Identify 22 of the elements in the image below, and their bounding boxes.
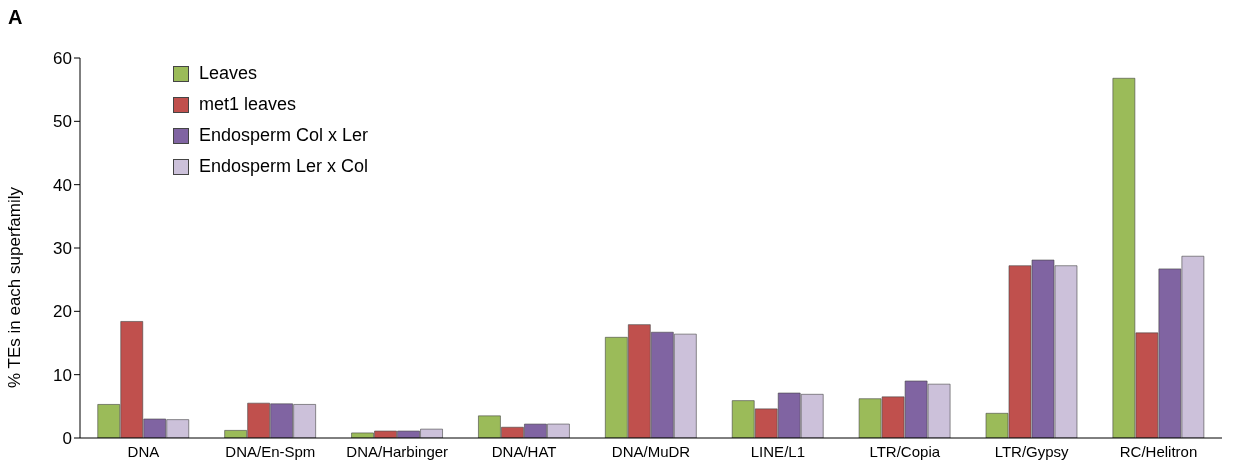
legend-label: Endosperm Col x Ler [199,125,369,146]
y-tick-label: 40 [53,175,72,195]
x-tick-label: DNA/Harbinger [346,442,449,460]
legend-label: Leaves [199,63,258,84]
legend-label: met1 leaves [199,94,297,115]
x-tick-label: LINE/L1 [750,442,805,460]
y-tick-label: 10 [53,365,72,385]
y-tick-label: 20 [53,302,72,322]
x-tick-label: RC/Helitron [1119,442,1198,460]
x-tick-label: DNA/MuDR [611,442,691,460]
y-tick-label: 50 [53,112,72,132]
y-tick-label: 60 [53,49,72,69]
y-axis-title: % TEs in each superfamily [5,186,25,388]
text: A [8,6,23,29]
x-tick-label: LTR/Gypsy [994,442,1070,460]
x-tick-label: DNA [127,442,160,460]
y-tick-label: 30 [53,239,72,259]
x-tick-label: DNA/En-Spm [225,442,316,460]
y-tick-label: 0 [62,429,72,449]
x-tick-label: DNA/HAT [491,442,557,460]
x-tick-label: LTR/Copia [869,442,941,460]
legend-label: Endosperm Ler x Col [199,156,369,177]
